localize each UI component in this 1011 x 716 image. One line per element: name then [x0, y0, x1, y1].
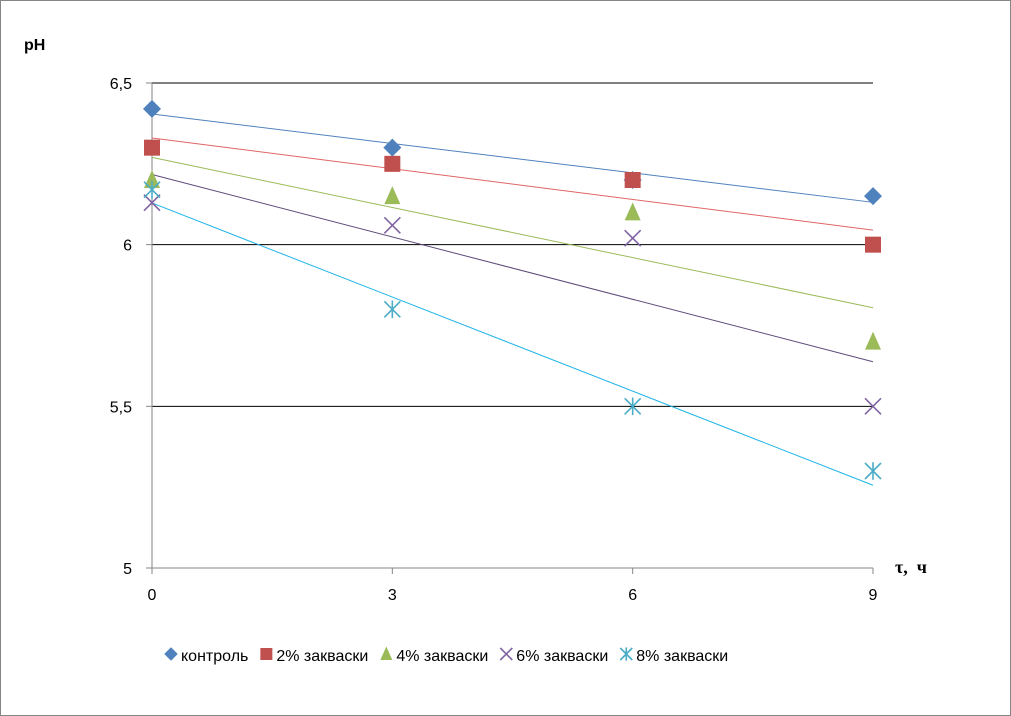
data-point [144, 139, 160, 156]
data-point [624, 229, 642, 247]
x-tick-label: 9 [869, 587, 878, 604]
legend-marker [619, 647, 633, 661]
data-point [143, 180, 161, 199]
legend-marker [499, 647, 513, 661]
marker-stroke [383, 216, 401, 234]
data-point [143, 99, 161, 118]
data-point [383, 300, 401, 319]
data-point [143, 194, 161, 212]
trendline [151, 113, 874, 203]
data-point [384, 155, 401, 172]
data-point [864, 462, 882, 480]
data-point [144, 170, 160, 188]
legend-marker [380, 646, 393, 660]
y-tick-label: 5 [123, 561, 132, 578]
x-axis-label: τ, ч [895, 557, 927, 577]
trendline [151, 174, 874, 363]
legend-item: 4% закваски [380, 646, 488, 665]
data-point [383, 138, 402, 157]
data-point [384, 186, 401, 205]
legend-label: 8% закваски [636, 648, 728, 665]
data-point [624, 202, 641, 221]
legend-marker [260, 648, 273, 660]
data-point [624, 172, 641, 188]
trendline [151, 202, 874, 486]
marker-stroke [624, 229, 642, 247]
legend-item: 6% закваски [499, 647, 608, 665]
marker-stroke [864, 397, 882, 415]
data-point [865, 331, 881, 350]
x-tick-label: 6 [628, 587, 637, 604]
data-point [865, 236, 881, 253]
y-tick-label: 6,5 [110, 76, 132, 93]
marker-stroke [499, 647, 513, 661]
legend-item: контроль [164, 647, 248, 665]
data-point [864, 187, 882, 206]
data-point [864, 397, 882, 415]
marker-stroke [143, 194, 161, 212]
legend-item: 2% закваски [260, 648, 368, 665]
y-tick-label: 5,5 [110, 399, 132, 416]
trendline [151, 156, 874, 309]
data-point [383, 216, 401, 234]
legend-label: контроль [181, 648, 248, 665]
trendline [151, 137, 874, 231]
legend-label: 2% закваски [276, 648, 368, 665]
legend-marker [164, 647, 178, 661]
x-tick-label: 3 [388, 587, 397, 604]
y-tick-label: 6 [123, 238, 132, 255]
legend-item: 8% закваски [619, 647, 728, 665]
legend-label: 4% закваски [396, 648, 488, 665]
legend-label: 6% закваски [516, 648, 608, 665]
y-axis-label: pH [24, 37, 45, 54]
x-tick-label: 0 [148, 587, 157, 604]
data-point [624, 397, 642, 416]
